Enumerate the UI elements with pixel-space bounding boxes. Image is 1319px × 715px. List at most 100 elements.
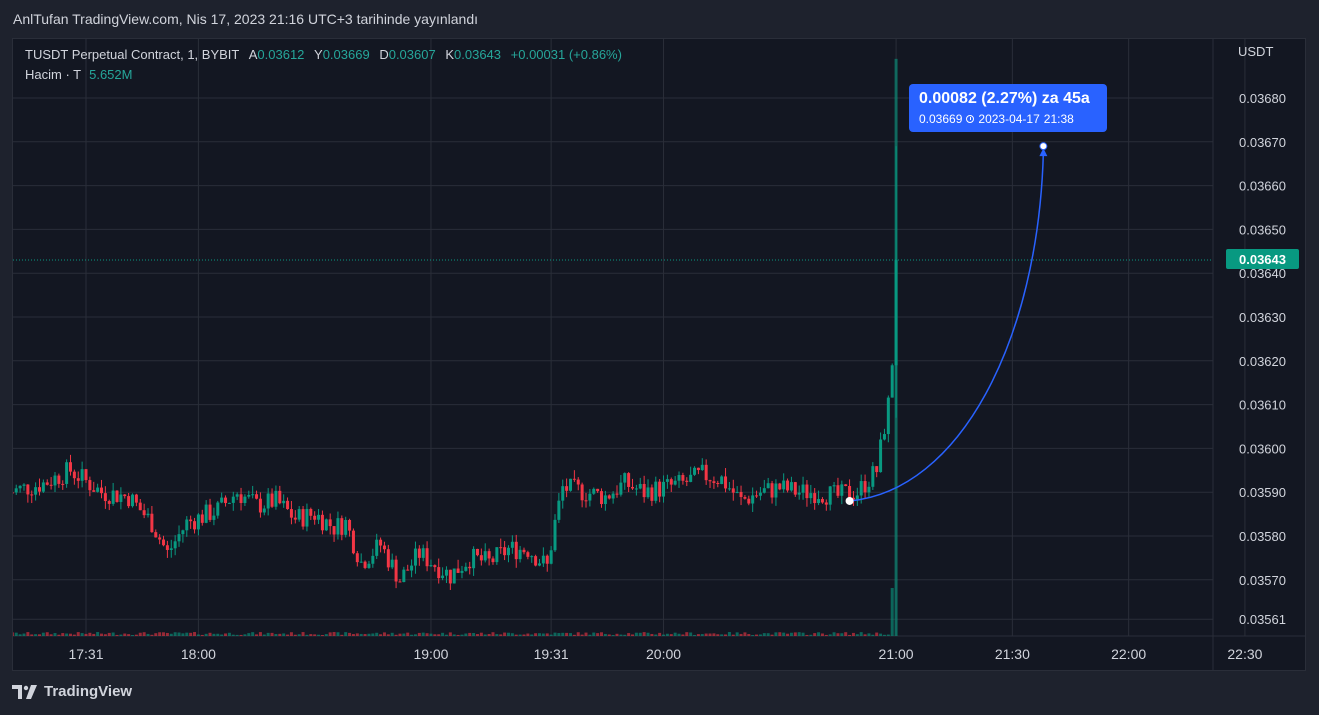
volume-bar xyxy=(731,634,735,636)
volume-bar xyxy=(382,632,386,636)
volume-bar xyxy=(572,634,576,636)
volume-bar xyxy=(580,634,584,636)
volume-bar xyxy=(115,634,119,636)
candle-body xyxy=(193,521,197,530)
volume-bar xyxy=(247,633,251,636)
candle-body xyxy=(631,486,635,489)
volume-bar xyxy=(685,632,689,636)
candle-body xyxy=(177,534,181,542)
symbol-title[interactable]: TUSDT Perpetual Contract, 1, BYBIT xyxy=(25,47,240,62)
volume-bar xyxy=(646,632,650,636)
x-tick-label: 22:00 xyxy=(1111,646,1146,662)
candle-body xyxy=(879,439,883,473)
candle-body xyxy=(278,490,282,504)
candle-body xyxy=(766,483,770,489)
tradingview-logo-icon[interactable] xyxy=(12,684,38,699)
projection-start-point[interactable] xyxy=(845,496,854,505)
volume-bar xyxy=(165,632,169,636)
candle-body xyxy=(611,493,615,499)
candle-body xyxy=(654,481,658,501)
volume-bar xyxy=(359,633,363,636)
candle-body xyxy=(437,567,441,579)
candle-body xyxy=(421,548,425,558)
x-tick-label: 22:30 xyxy=(1227,646,1262,662)
candle-body xyxy=(258,498,262,513)
candle-body xyxy=(433,565,437,568)
candle-body xyxy=(526,552,530,557)
candle-body xyxy=(320,514,324,531)
candle-body xyxy=(417,548,421,558)
volume-bar xyxy=(262,634,266,636)
current-price-badge: 0.03643 xyxy=(1226,249,1299,269)
volume-bar xyxy=(266,632,270,636)
y-tick-label: 0.03570 xyxy=(1239,573,1286,588)
price-chart[interactable]: 0.036800.036700.036600.036500.036400.036… xyxy=(13,39,1305,670)
volume-bar xyxy=(22,633,26,636)
candle-body xyxy=(506,547,510,556)
volume-bar xyxy=(545,633,549,636)
candle-body xyxy=(720,476,724,484)
candle-body xyxy=(553,519,557,551)
candle-body xyxy=(789,482,793,491)
volume-bar xyxy=(700,634,704,636)
clock-icon xyxy=(966,115,975,123)
candle-body xyxy=(336,518,340,535)
candle-body xyxy=(398,581,402,583)
volume-bar xyxy=(367,633,371,636)
candle-body xyxy=(778,483,782,490)
candle-body xyxy=(262,508,266,513)
currency-unit[interactable]: USDT xyxy=(1238,44,1274,59)
volume-bar xyxy=(813,633,817,636)
candle-body xyxy=(813,493,817,504)
y-tick-label: 0.03600 xyxy=(1239,441,1286,456)
volume-legend: Hacim · T 5.652M xyxy=(25,67,132,82)
candle-body xyxy=(355,553,359,563)
candle-body xyxy=(452,568,456,584)
candle-body xyxy=(165,545,169,550)
candle-body xyxy=(735,491,739,493)
chart-panel[interactable]: 0.03680 0.03670 0.03660 0.03650 0.03640 0.036… xyxy=(12,38,1306,671)
candle-body xyxy=(49,484,53,486)
volume-bar xyxy=(569,633,572,636)
candle-body xyxy=(92,490,96,492)
x-tick-label: 18:00 xyxy=(181,646,216,662)
projection-change: 0.00082 (2.27%) za 45a xyxy=(919,90,1090,107)
volume-bar xyxy=(654,634,658,636)
candle-body xyxy=(681,475,685,481)
y-tick-label: 0.03660 xyxy=(1239,179,1286,194)
candle-body xyxy=(367,563,371,568)
volume-bar xyxy=(49,634,53,636)
candle-body xyxy=(274,490,278,507)
tradingview-brand[interactable]: TradingView xyxy=(44,683,133,700)
volume-bar xyxy=(607,634,611,636)
volume-title[interactable]: Hacim · T xyxy=(25,67,82,82)
volume-bar xyxy=(456,634,460,636)
volume-bar xyxy=(301,632,305,636)
volume-bar xyxy=(770,634,774,636)
projection-end-point[interactable] xyxy=(1039,142,1048,151)
candle-body xyxy=(127,496,131,507)
candle-body xyxy=(204,504,208,523)
volume-bar xyxy=(615,633,619,636)
candle-body xyxy=(123,494,127,497)
volume-bar xyxy=(437,634,441,636)
volume-bar xyxy=(537,633,541,636)
candle-body xyxy=(743,497,747,499)
volume-bar xyxy=(255,634,259,636)
candle-body xyxy=(402,569,406,583)
projection-curve[interactable] xyxy=(849,152,1045,502)
volume-bar xyxy=(243,634,247,636)
candle-body xyxy=(208,504,212,520)
volume-bar xyxy=(603,633,607,636)
candle-body xyxy=(503,547,507,556)
volume-bar xyxy=(689,632,693,636)
candle-body xyxy=(231,496,235,503)
volume-bar xyxy=(305,634,309,636)
candle-body xyxy=(603,495,607,505)
candle-body xyxy=(224,497,228,504)
volume-bar xyxy=(351,634,355,636)
candle-body xyxy=(88,480,92,491)
candle-body xyxy=(270,493,274,507)
candle-body xyxy=(146,513,150,516)
volume-bar xyxy=(212,633,216,636)
